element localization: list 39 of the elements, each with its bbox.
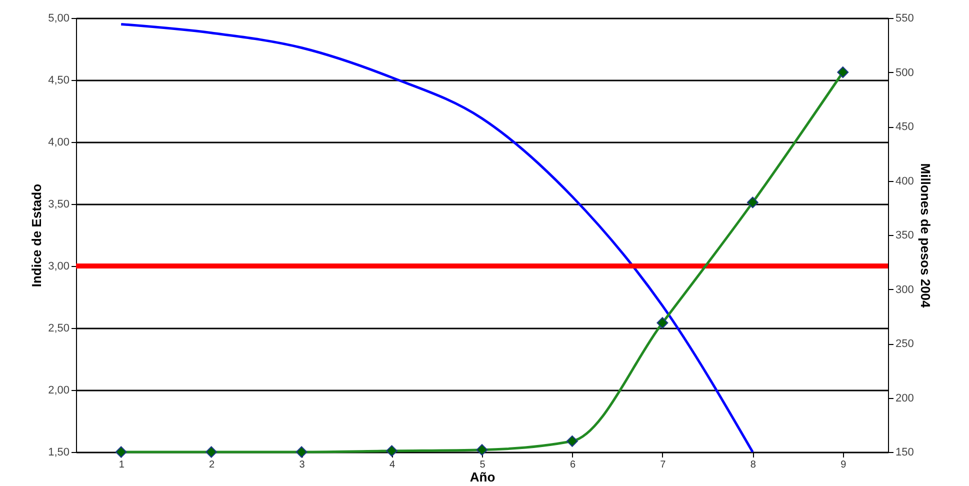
y2-tick-label: 400 (896, 175, 914, 188)
x-tick-label: 8 (750, 460, 756, 470)
point (746, 196, 758, 208)
point (296, 446, 308, 458)
x-tick-label: 7 (660, 460, 666, 470)
y-tick-label: 4,50 (48, 74, 70, 86)
point (837, 66, 849, 78)
y-axis-title: Indice de Estado (29, 184, 44, 288)
y2-tick-label: 250 (896, 338, 914, 350)
line-series (120, 22, 754, 454)
x-tick-label: 5 (480, 460, 486, 470)
y2-tick-label: 150 (896, 446, 914, 458)
x-tick-label: 3 (299, 460, 306, 470)
y2-tick-label: 200 (896, 392, 914, 404)
y2-tick-label: 550 (896, 12, 914, 24)
point (115, 446, 127, 458)
y-tick-label: 1,50 (48, 446, 70, 458)
y-tick-label: 4,00 (48, 136, 70, 148)
x-tick-label: 1 (118, 460, 125, 470)
x-axis-title: Año (470, 470, 496, 484)
x-tick-label: 6 (570, 460, 576, 470)
y-tick-label: 5,00 (48, 12, 70, 24)
point (656, 317, 668, 329)
x-tick-label: 2 (209, 460, 216, 470)
point (476, 444, 488, 456)
y-tick-label: 2,50 (48, 322, 70, 334)
y2-tick-label: 450 (896, 121, 914, 133)
x-tick-label: 4 (389, 460, 396, 470)
y2-tick-label: 500 (896, 66, 914, 79)
y-tick-label: 2,00 (48, 384, 70, 396)
y-tick-label: 3,50 (48, 198, 70, 210)
y2-axis-title: Millones de pesos 2004 (918, 163, 933, 309)
point (206, 446, 218, 458)
y-tick-label: 3,00 (48, 260, 70, 272)
y2-tick-label: 350 (896, 230, 914, 242)
point (386, 445, 398, 457)
point (566, 435, 578, 447)
y2-tick-label: 300 (896, 284, 914, 296)
x-tick-label: 9 (840, 460, 847, 470)
